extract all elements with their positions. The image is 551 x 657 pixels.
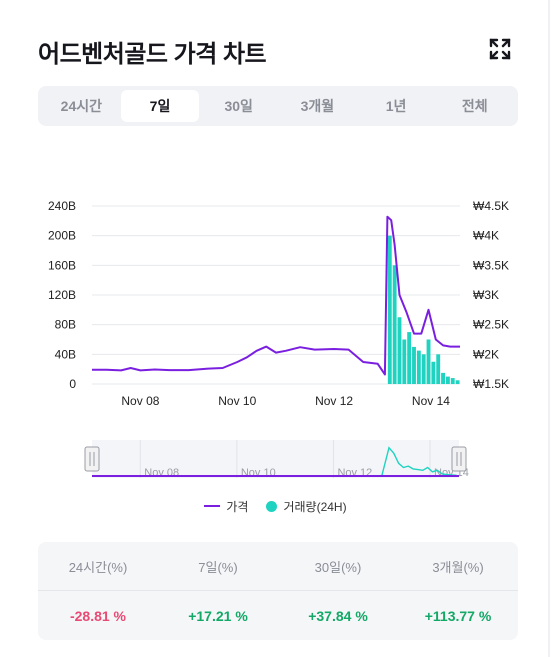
volume-dot-swatch <box>266 500 278 512</box>
navigator-right-handle[interactable] <box>451 446 467 472</box>
y-left-tick-label: 240B <box>48 199 76 213</box>
tab-all[interactable]: 전체 <box>461 98 488 114</box>
page-title: 어드벤처골드 가격 차트 <box>38 41 267 68</box>
x-tick-label: Nov 08 <box>121 394 159 408</box>
volume-bar <box>407 332 412 384</box>
stats-header-30d: 30일(%) <box>314 559 362 575</box>
period-tabs: 24시간 7일 30일 3개월 1년 전체 <box>38 86 518 126</box>
stats-value-30d: +37.84 % <box>308 607 368 624</box>
x-tick-label: Nov 14 <box>412 394 450 408</box>
price-chart[interactable]: 240B ₩4.5K 200B ₩4K 160B ₩3.5K 120B ₩3K 80B ₩2.5K… <box>0 180 551 430</box>
navigator-tick-label: Nov 12 <box>337 467 372 479</box>
navigator-tick-label: Nov 10 <box>241 467 276 479</box>
y-right-tick-label: ₩2K <box>473 347 499 361</box>
price-line-swatch <box>204 505 221 507</box>
tab-24h[interactable]: 24시간 <box>60 98 102 114</box>
y-right-tick-label: ₩1.5K <box>473 377 509 391</box>
volume-bar <box>436 354 441 384</box>
y-left-tick-label: 160B <box>48 258 76 272</box>
stats-header-7d: 7일(%) <box>198 559 238 575</box>
tab-30d[interactable]: 30일 <box>224 98 253 114</box>
navigator-tick-label: Nov 08 <box>144 467 179 479</box>
volume-bar <box>421 354 426 384</box>
chart-legend: 가격 거래량(24H) <box>0 494 551 518</box>
y-right-tick-label: ₩4.5K <box>473 199 509 213</box>
stats-value-3m: +113.77 % <box>424 607 492 624</box>
volume-bar <box>387 235 392 384</box>
y-left-tick-label: 0 <box>69 377 76 391</box>
legend-price-label: 가격 <box>226 499 249 514</box>
stats-value-24h: -28.81 % <box>69 607 127 624</box>
volume-bar <box>416 350 421 384</box>
volume-bar <box>412 346 416 384</box>
y-left-tick-label: 80B <box>55 318 76 332</box>
volume-bar <box>441 372 445 384</box>
y-right-tick-label: ₩2.5K <box>473 318 509 332</box>
handle-grip <box>84 446 100 472</box>
tab-3m[interactable]: 3개월 <box>300 98 335 114</box>
volume-bar <box>392 265 397 384</box>
navigator-volume-curve <box>92 446 457 477</box>
change-stats-table: 24시간(%) 7일(%) 30일(%) 3개월(%) -28.81 % +17… <box>38 542 518 640</box>
y-left-tick-label: 40B <box>55 347 76 361</box>
y-left-tick-label: 120B <box>48 288 76 302</box>
navigator-background <box>92 440 459 478</box>
y-left-tick-label: 200B <box>48 229 76 243</box>
y-right-tick-label: ₩3K <box>473 288 499 302</box>
x-tick-label: Nov 12 <box>315 394 353 408</box>
x-tick-label: Nov 10 <box>218 394 256 408</box>
volume-bar <box>402 339 407 384</box>
stats-header-3m: 3개월(%) <box>432 559 484 575</box>
tab-1y[interactable]: 1년 <box>385 98 407 114</box>
stats-value-row: -28.81 % +17.21 % +37.84 % +113.77 % <box>38 590 518 640</box>
volume-bar <box>455 380 460 384</box>
fullscreen-icon[interactable] <box>489 38 511 60</box>
stats-header-row: 24시간(%) 7일(%) 30일(%) 3개월(%) <box>38 542 518 590</box>
stats-header-24h: 24시간(%) <box>68 559 128 575</box>
handle-grip <box>451 446 467 472</box>
legend-volume-label: 거래량(24H) <box>283 499 347 514</box>
volume-bar <box>445 376 450 384</box>
y-right-tick-label: ₩4K <box>473 229 499 243</box>
y-right-tick-label: ₩3.5K <box>473 258 509 272</box>
panel-border <box>548 0 550 657</box>
volume-bar <box>397 317 402 384</box>
volume-bar <box>450 378 455 384</box>
navigator-left-handle[interactable] <box>84 446 100 472</box>
tab-7d[interactable]: 7일 <box>120 90 200 122</box>
volume-bar <box>426 339 431 384</box>
legend-volume[interactable]: 거래량(24H) <box>266 498 347 515</box>
volume-bar <box>431 361 436 384</box>
stats-value-7d: +17.21 % <box>188 607 248 624</box>
legend-price[interactable]: 가격 <box>204 498 248 515</box>
chart-header: 어드벤처골드 가격 차트 <box>38 34 521 68</box>
range-navigator[interactable]: Nov 08 Nov 10 Nov 12 Nov 14 <box>0 432 551 482</box>
price-line <box>92 215 460 376</box>
